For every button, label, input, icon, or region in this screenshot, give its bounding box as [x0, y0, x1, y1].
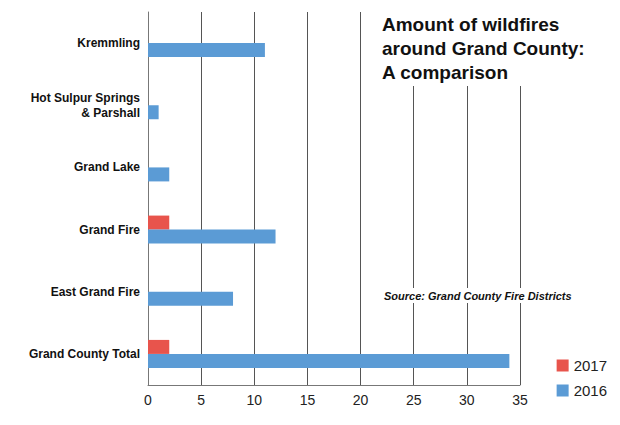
svg-text:Grand Lake: Grand Lake [74, 160, 140, 174]
svg-text:10: 10 [246, 392, 262, 408]
svg-text:Kremmling: Kremmling [77, 36, 140, 50]
svg-text:around Grand County:: around Grand County: [382, 38, 585, 59]
svg-text:0: 0 [144, 392, 152, 408]
svg-text:15: 15 [300, 392, 316, 408]
svg-text:Hot Sulpur Springs: Hot Sulpur Springs [31, 91, 141, 105]
svg-text:Source: Grand County Fire Dist: Source: Grand County Fire Districts [384, 290, 572, 302]
svg-text:2016: 2016 [574, 382, 607, 399]
svg-text:Amount of wildfires: Amount of wildfires [382, 14, 559, 35]
svg-text:30: 30 [459, 392, 475, 408]
svg-text:2017: 2017 [574, 357, 607, 374]
svg-text:Grand County Total: Grand County Total [29, 347, 140, 361]
svg-text:5: 5 [197, 392, 205, 408]
svg-text:& Parshall: & Parshall [81, 106, 140, 120]
svg-text:East Grand Fire: East Grand Fire [51, 285, 141, 299]
svg-text:Grand Fire: Grand Fire [79, 223, 140, 237]
svg-text:A comparison: A comparison [382, 62, 508, 83]
svg-text:20: 20 [353, 392, 369, 408]
svg-text:35: 35 [512, 392, 528, 408]
svg-text:25: 25 [406, 392, 422, 408]
